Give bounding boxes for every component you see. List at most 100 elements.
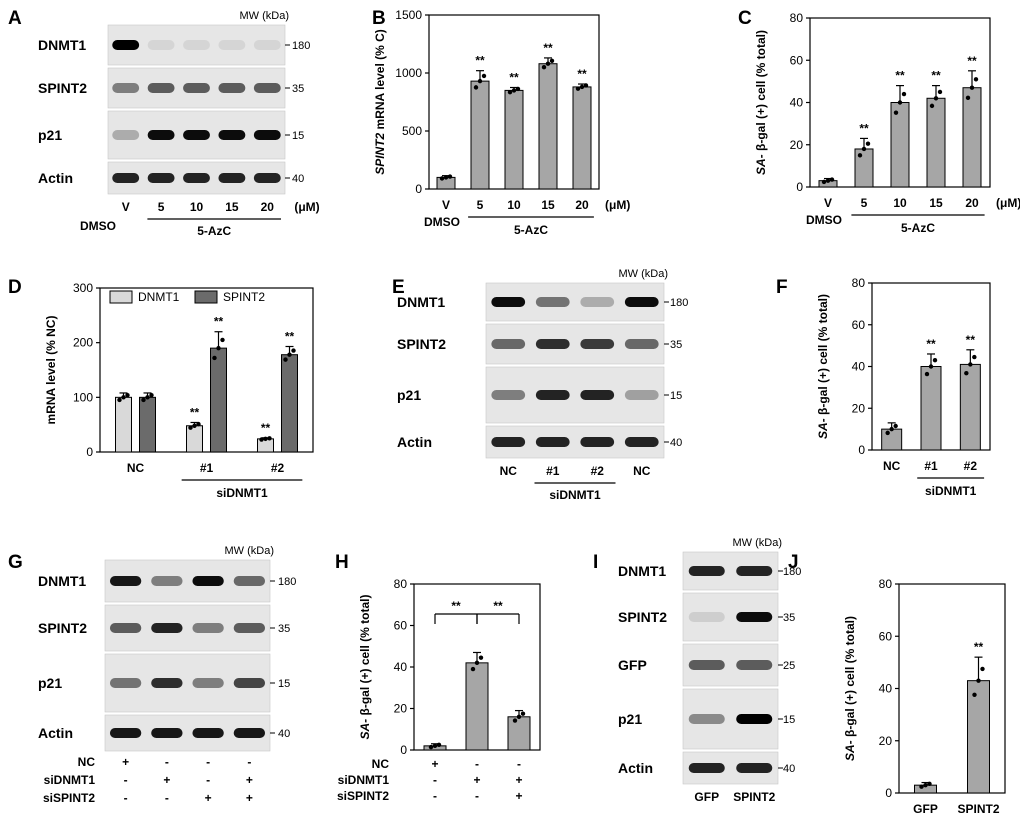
x-tick-label: #1	[924, 459, 938, 473]
bar	[926, 97, 946, 188]
group-label: siDNMT1	[549, 488, 601, 502]
blot-band	[109, 623, 142, 633]
mw-label: 15	[783, 714, 795, 726]
x-sub-label: DMSO	[424, 215, 460, 229]
blot-band	[218, 130, 246, 140]
protein-label: Actin	[38, 725, 73, 741]
bar	[959, 363, 981, 451]
data-point	[428, 744, 434, 750]
protein-label: p21	[38, 127, 62, 143]
data-point	[432, 743, 438, 749]
x-unit-label: (μM)	[996, 196, 1020, 210]
data-point	[973, 77, 979, 82]
data-point	[141, 397, 146, 403]
y-tick-label: 80	[790, 11, 804, 25]
mw-label: 35	[670, 339, 682, 351]
blot-band	[192, 576, 224, 586]
chart-F: 0 20 40 60 80 SA- β-gal (+) cell (% total) ** *…	[816, 276, 991, 498]
x-tick-label: 20	[965, 196, 979, 210]
y-tick-label: 60	[790, 53, 804, 67]
y-axis-label-italic: SA-	[843, 740, 857, 761]
blot-band	[253, 173, 281, 183]
significance-mark: **	[190, 405, 200, 419]
y-tick-label: 0	[796, 180, 803, 194]
y-axis-label-rest: mRNA level (% C)	[373, 29, 387, 133]
data-point	[470, 666, 476, 672]
blot-band	[233, 728, 266, 738]
x-tick-label: 15	[929, 196, 943, 210]
bar	[890, 102, 910, 188]
y-axis-label: SA- β-gal (+) cell (% total)	[816, 294, 830, 439]
data-point	[267, 436, 272, 441]
y-tick-label: 0	[86, 445, 93, 459]
protein-label: Actin	[618, 760, 653, 776]
protein-label: DNMT1	[397, 294, 445, 310]
bar	[507, 716, 531, 751]
blot-band	[491, 390, 526, 400]
condition-mark: -	[206, 773, 210, 787]
data-point	[117, 397, 122, 403]
lane-label: 15	[225, 200, 239, 214]
data-point	[220, 337, 225, 343]
blot-band	[112, 130, 140, 140]
protein-label: DNMT1	[38, 573, 86, 589]
data-point	[474, 660, 480, 666]
data-point	[196, 421, 201, 427]
bar	[572, 86, 592, 190]
blot-E: MW (kDa) DNMT1 180 SPINT2 35 p21 15 Actin 40 NC #1…	[397, 268, 688, 502]
data-point	[933, 96, 939, 101]
data-point	[972, 692, 977, 697]
blot-band	[112, 83, 140, 93]
data-point	[976, 678, 981, 683]
mw-label: 40	[670, 437, 682, 449]
blot-band	[624, 390, 659, 400]
data-point	[901, 91, 907, 97]
condition-mark: -	[165, 755, 169, 769]
blot-band	[535, 437, 570, 447]
data-point	[928, 364, 934, 369]
x-unit-label: (μM)	[605, 198, 630, 212]
blot-band	[192, 623, 224, 633]
protein-label: SPINT2	[38, 80, 87, 96]
legend-label: SPINT2	[223, 290, 265, 304]
condition-mark: -	[475, 789, 479, 803]
lane-label: V	[122, 200, 130, 214]
mw-label: 180	[292, 40, 310, 52]
data-point	[283, 357, 288, 362]
condition-mark: +	[515, 789, 522, 803]
blot-band	[192, 728, 224, 738]
condition-mark: -	[475, 757, 479, 771]
y-tick-label: 80	[394, 577, 408, 591]
significance-mark: **	[895, 69, 905, 83]
blot-band	[192, 678, 224, 688]
significance-mark: **	[214, 315, 224, 329]
bar	[920, 366, 942, 451]
y-axis-label-italic: SPINT2	[373, 132, 387, 174]
data-point	[893, 110, 899, 115]
condition-row-label: siSPINT2	[43, 791, 95, 805]
lane-label: #1	[546, 464, 560, 478]
significance-mark: **	[261, 421, 271, 435]
data-point	[861, 146, 867, 152]
protein-label: SPINT2	[618, 609, 667, 625]
plot-frame	[99, 287, 314, 453]
significance-mark: **	[859, 121, 869, 135]
blot-band	[580, 339, 615, 349]
condition-mark: +	[515, 773, 522, 787]
blot-band	[109, 678, 142, 688]
condition-mark: +	[246, 773, 253, 787]
y-axis-label-italic: SA-	[358, 719, 372, 740]
bar	[881, 428, 903, 451]
blot-I: MW (kDa) DNMT1 180 SPINT2 35 GFP 25 p21 15 Actin 4…	[618, 537, 801, 804]
chart-H: 0 20 40 60 80 SA- β-gal (+) cell (% total) ** *…	[337, 577, 541, 803]
data-point	[969, 85, 975, 90]
y-tick-label: 300	[73, 281, 93, 295]
mw-label: 180	[670, 297, 688, 309]
blot-A: MW (kDa) DNMT1 180 SPINT2 35 p21 15 Actin 40 V 5 10…	[38, 10, 320, 238]
x-tick-label: V	[442, 198, 450, 212]
condition-mark: +	[163, 773, 170, 787]
significance-mark: **	[967, 54, 977, 68]
data-point	[477, 78, 483, 84]
blot-band	[253, 83, 281, 93]
y-tick-label: 40	[790, 96, 804, 110]
